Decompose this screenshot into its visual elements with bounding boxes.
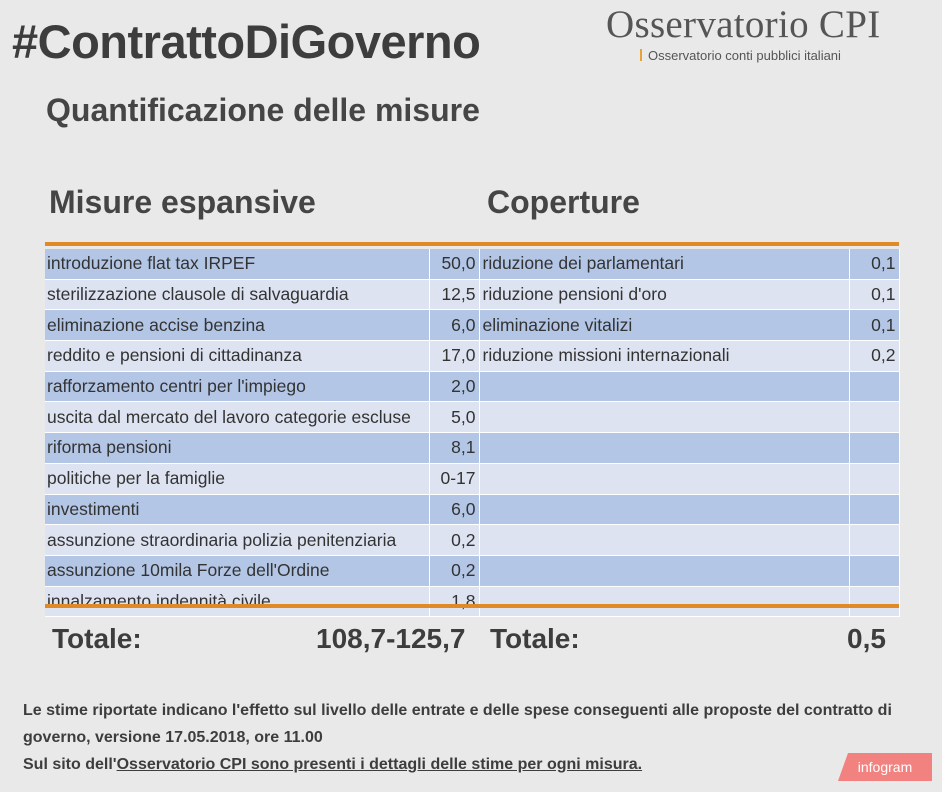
measures-grid: introduzione flat tax IRPEF 50,0 riduzione… (45, 249, 900, 618)
measure-name: assunzione 10mila Forze dell'Ordine (45, 555, 430, 587)
footer-note-text: Le stime riportate indicano l'effetto su… (23, 702, 892, 746)
table-row: riforma pensioni 8,1 (45, 432, 900, 464)
table-row: assunzione straordinaria polizia peniten… (45, 524, 900, 556)
brand-tagline-row: Osservatorio conti pubblici italiani (606, 48, 932, 63)
brand-name: Osservatorio CPI (606, 3, 881, 46)
measure-amount: 0,2 (429, 524, 480, 556)
cover-amount: 0,1 (849, 279, 900, 311)
cover-amount (849, 432, 900, 464)
cover-amount (849, 401, 900, 434)
table-row: rafforzamento centri per l'impiego 2,0 (45, 371, 900, 403)
measure-name: investimenti (45, 494, 430, 526)
cover-amount (849, 586, 900, 618)
measure-name: innalzamento indennità civile (45, 586, 430, 618)
cover-amount (849, 371, 900, 403)
cover-amount: 0,1 (849, 249, 900, 280)
measure-amount: 0,2 (429, 555, 480, 587)
footer-note: Le stime riportate indicano l'effetto su… (23, 697, 923, 778)
cover-name (479, 586, 850, 618)
brand-tagline: Osservatorio conti pubblici italiani (648, 48, 841, 63)
measure-name: assunzione straordinaria polizia peniten… (45, 524, 430, 556)
measure-name: riforma pensioni (45, 432, 430, 464)
measure-amount: 8,1 (429, 432, 480, 464)
cover-name (479, 371, 850, 403)
total-left-value: 108,7-125,7 (316, 623, 466, 654)
measure-name: sterilizzazione clausole di salvaguardia (45, 279, 430, 311)
table-row: sterilizzazione clausole di salvaguardia… (45, 279, 900, 311)
measure-name: rafforzamento centri per l'impiego (45, 371, 430, 403)
measure-amount: 5,0 (429, 401, 480, 434)
measure-amount: 1,8 (429, 586, 480, 618)
total-right-value: 0,5 (847, 623, 886, 654)
measure-name: eliminazione accise benzina (45, 309, 430, 342)
cover-name (479, 432, 850, 464)
cover-name: riduzione missioni internazionali (479, 340, 850, 372)
brand-logo: Osservatorio CPI Osservatorio conti pubb… (606, 3, 932, 64)
brand-bar-icon (640, 49, 642, 61)
cover-amount: 0,2 (849, 340, 900, 372)
cover-amount (849, 494, 900, 526)
cover-name (479, 555, 850, 587)
total-left-label: Totale: (52, 623, 142, 654)
table-top-rule (45, 242, 899, 246)
table-row: reddito e pensioni di cittadinanza 17,0 ri… (45, 340, 900, 372)
measure-amount: 12,5 (429, 279, 480, 311)
measure-amount: 17,0 (429, 340, 480, 372)
measure-name: reddito e pensioni di cittadinanza (45, 340, 430, 372)
table-row: uscita dal mercato del lavoro categorie … (45, 401, 900, 434)
cover-amount (849, 555, 900, 587)
cover-name (479, 494, 850, 526)
cover-amount (849, 463, 900, 495)
measure-name: politiche per la famiglie (45, 463, 430, 495)
measure-name: introduzione flat tax IRPEF (45, 249, 430, 280)
heading-coperture: Coperture (487, 184, 640, 220)
cover-name (479, 463, 850, 495)
cover-amount (849, 524, 900, 556)
footer-link-prefix: Sul sito dell' (23, 756, 117, 773)
table-row: assunzione 10mila Forze dell'Ordine 0,2 (45, 555, 900, 587)
page-subtitle: Quantificazione delle misure (46, 92, 480, 128)
table-row: investimenti 6,0 (45, 494, 900, 526)
measure-amount: 6,0 (429, 309, 480, 342)
hashtag-title: #ContrattoDiGoverno (12, 15, 481, 68)
measure-amount: 0-17 (429, 463, 480, 495)
heading-misure-espansive: Misure espansive (49, 184, 316, 220)
cover-name (479, 401, 850, 434)
table-row: eliminazione accise benzina 6,0 eliminazio… (45, 309, 900, 342)
cover-name: eliminazione vitalizi (479, 309, 850, 342)
infogram-badge[interactable]: infogram (838, 753, 932, 781)
cover-name: riduzione pensioni d'oro (479, 279, 850, 311)
table-row: introduzione flat tax IRPEF 50,0 riduzione… (45, 249, 900, 280)
measures-table: introduzione flat tax IRPEF 50,0 riduzione… (45, 242, 900, 618)
footer-link[interactable]: Osservatorio CPI sono presenti i dettagl… (116, 756, 643, 773)
footer-link-line: Sul sito dell'Osservatorio CPI sono pres… (23, 751, 923, 778)
measure-amount: 2,0 (429, 371, 480, 403)
table-row: innalzamento indennità civile 1,8 (45, 586, 900, 618)
measure-amount: 50,0 (429, 249, 480, 280)
cover-name: riduzione dei parlamentari (479, 249, 850, 280)
table-bottom-rule (45, 604, 899, 608)
measure-name: uscita dal mercato del lavoro categorie … (45, 401, 430, 434)
cover-amount: 0,1 (849, 309, 900, 342)
table-row: politiche per la famiglie 0-17 (45, 463, 900, 495)
cover-name (479, 524, 850, 556)
total-right-label: Totale: (490, 623, 580, 654)
measure-amount: 6,0 (429, 494, 480, 526)
